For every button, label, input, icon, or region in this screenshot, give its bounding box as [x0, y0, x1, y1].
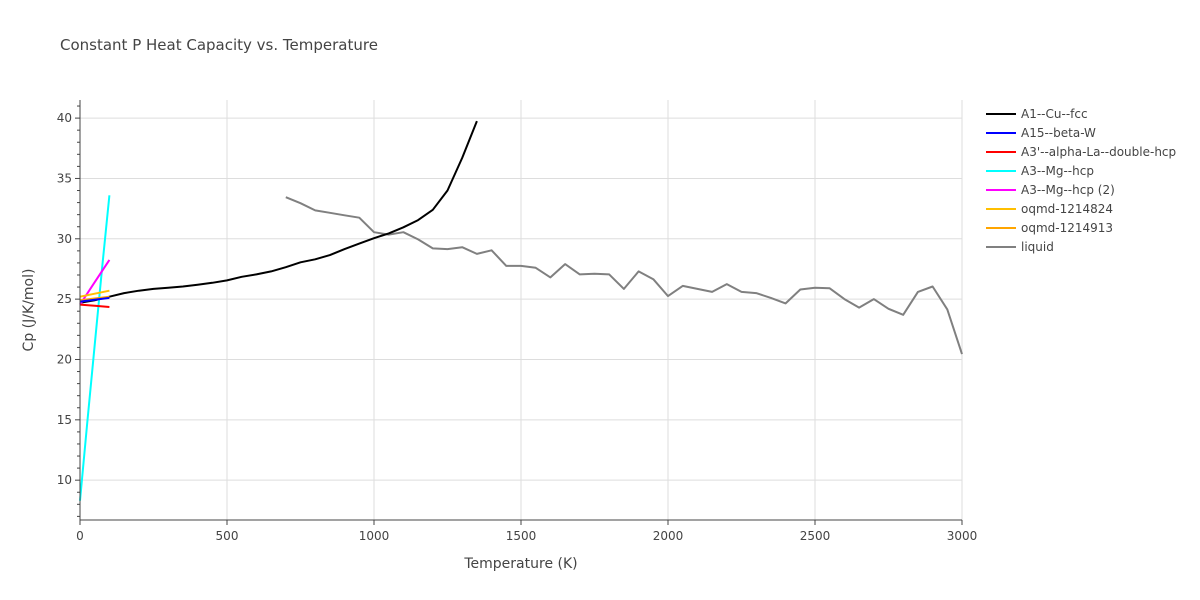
- legend-label: A15--beta-W: [1021, 126, 1096, 140]
- legend-item-oqmd-1214913[interactable]: oqmd-1214913: [986, 221, 1113, 235]
- x-tick-label: 1500: [506, 529, 537, 543]
- legend-label: A3--Mg--hcp: [1021, 164, 1094, 178]
- legend-item-a3-alpha-la-double-hcp[interactable]: A3'--alpha-La--double-hcp: [986, 145, 1176, 159]
- y-axis-ticks: 10 15 20 25 30 35 40: [57, 105, 80, 517]
- legend-label: oqmd-1214824: [1021, 202, 1113, 216]
- legend-label: A1--Cu--fcc: [1021, 107, 1088, 121]
- x-axis-title: Temperature (K): [463, 556, 577, 572]
- y-tick-label: 10: [57, 473, 72, 487]
- y-tick-label: 30: [57, 232, 72, 246]
- y-tick-label: 40: [57, 111, 72, 125]
- legend-item-a15-beta-w[interactable]: A15--beta-W: [986, 126, 1096, 140]
- y-gridlines: [80, 117, 962, 481]
- legend-item-a3-mg-hcp-2[interactable]: A3--Mg--hcp (2): [986, 183, 1115, 197]
- y-tick-label: 20: [57, 352, 72, 366]
- series-line-a3-alpha-la-double-hcp[interactable]: [79, 303, 110, 308]
- legend-item-a1-cu-fcc[interactable]: A1--Cu--fcc: [986, 107, 1088, 121]
- x-axis-ticks: 0 500 1000 1500 2000 2500 3000: [76, 520, 977, 543]
- legend-item-oqmd-1214824[interactable]: oqmd-1214824: [986, 202, 1113, 216]
- legend-label: A3'--alpha-La--double-hcp: [1021, 145, 1176, 159]
- x-tick-label: 3000: [947, 529, 978, 543]
- legend-item-liquid[interactable]: liquid: [986, 240, 1054, 254]
- x-tick-label: 0: [76, 529, 84, 543]
- legend-label: A3--Mg--hcp (2): [1021, 183, 1115, 197]
- series-line-liquid[interactable]: [285, 196, 963, 355]
- chart-title: Constant P Heat Capacity vs. Temperature: [60, 36, 378, 54]
- x-tick-label: 2000: [653, 529, 684, 543]
- series-line-a15-beta-w[interactable]: [79, 296, 110, 303]
- y-axis-title: Cp (J/K/mol): [21, 269, 37, 352]
- series-line-oqmd-1214824[interactable]: [79, 289, 110, 298]
- legend-item-a3-mg-hcp[interactable]: A3--Mg--hcp: [986, 164, 1094, 178]
- legend-label: oqmd-1214913: [1021, 221, 1113, 235]
- legend[interactable]: A1--Cu--fcc A15--beta-W A3'--alpha-La--dou…: [986, 107, 1176, 254]
- legend-label: liquid: [1021, 240, 1054, 254]
- y-tick-label: 35: [57, 171, 72, 185]
- x-tick-label: 1000: [359, 529, 390, 543]
- x-gridlines: [226, 100, 963, 520]
- x-tick-label: 2500: [800, 529, 831, 543]
- series-line-a3-mg-hcp[interactable]: [79, 195, 111, 501]
- y-tick-label: 25: [57, 292, 72, 306]
- series-line-a1-cu-fcc[interactable]: [79, 120, 478, 304]
- x-tick-label: 500: [216, 529, 239, 543]
- series-line-a3-mg-hcp-2[interactable]: [79, 259, 111, 306]
- series-line-oqmd-1214913[interactable]: [79, 295, 110, 302]
- y-tick-label: 15: [57, 413, 72, 427]
- plot-area: [79, 120, 963, 501]
